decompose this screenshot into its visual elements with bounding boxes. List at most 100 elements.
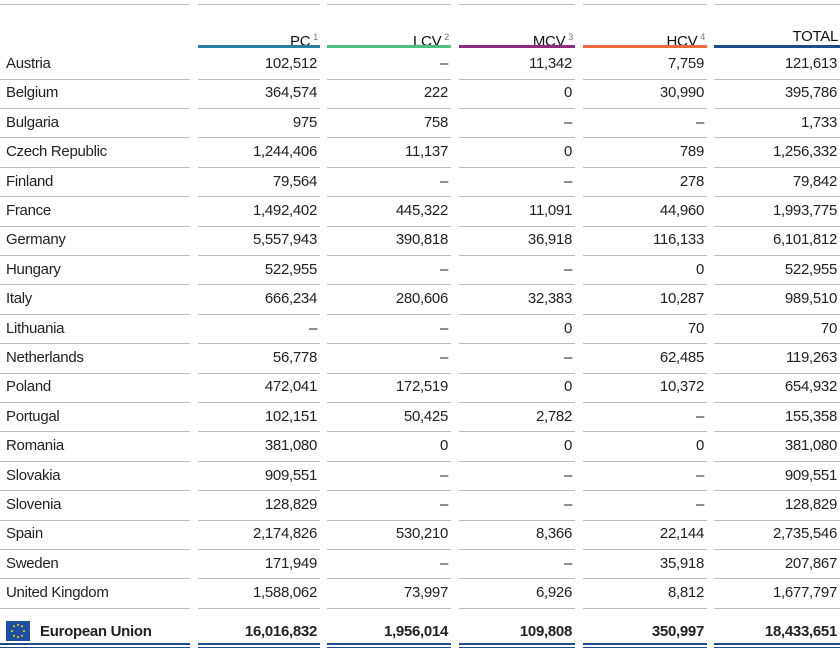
- value-cell: 0: [695, 437, 704, 455]
- row-rule: [327, 284, 451, 286]
- footer-rule: [714, 647, 840, 648]
- footer-rule: [198, 647, 320, 648]
- row-rule: [459, 548, 575, 550]
- column-header: LCV 2: [327, 27, 449, 50]
- value-cell: –: [563, 496, 572, 513]
- row-rule: [327, 607, 451, 609]
- value-cell: 909,551: [264, 466, 317, 484]
- row-rule: [714, 607, 840, 609]
- row-rule: [198, 607, 320, 609]
- row-rule: [0, 372, 190, 374]
- footer-rule: [327, 643, 451, 645]
- top-rule: [714, 4, 840, 5]
- row-rule: [714, 78, 840, 80]
- footer-rule: [327, 647, 451, 648]
- row-label: Lithuania: [6, 319, 65, 337]
- row-label: Bulgaria: [6, 113, 59, 131]
- value-cell: 121,613: [784, 55, 837, 72]
- row-rule: [0, 343, 190, 345]
- row-label: Sweden: [6, 554, 59, 572]
- row-rule: [714, 313, 840, 315]
- row-rule: [0, 490, 190, 492]
- row-rule: [198, 401, 320, 403]
- value-cell: 758: [423, 113, 448, 131]
- value-cell: 207,867: [784, 554, 837, 572]
- row-rule: [198, 490, 320, 492]
- row-rule: [459, 401, 575, 403]
- value-cell: –: [563, 554, 572, 572]
- value-cell: 0: [563, 143, 572, 161]
- value-cell: 155,358: [784, 407, 837, 425]
- column-header: TOTAL: [714, 27, 839, 47]
- row-rule: [327, 548, 451, 550]
- header-underline: [327, 45, 451, 48]
- value-cell: 128,829: [784, 496, 837, 513]
- row-label: Slovakia: [6, 466, 61, 484]
- row-rule: [583, 107, 707, 109]
- row-rule: [714, 548, 840, 550]
- value-cell: –: [439, 172, 448, 190]
- row-rule: [714, 372, 840, 374]
- value-cell: –: [439, 466, 448, 484]
- value-cell: 128,829: [264, 496, 317, 513]
- row-rule: [0, 137, 190, 139]
- value-cell: –: [439, 349, 448, 366]
- value-cell: 1,244,406: [252, 143, 317, 161]
- row-rule: [327, 137, 451, 139]
- value-cell: 364,574: [264, 84, 317, 102]
- row-rule: [327, 313, 451, 315]
- row-rule: [459, 196, 575, 198]
- value-cell: 522,955: [264, 260, 317, 278]
- value-cell: –: [563, 349, 572, 366]
- value-cell: 44,960: [659, 202, 704, 219]
- row-rule: [583, 78, 707, 80]
- row-label: United Kingdom: [6, 584, 109, 602]
- row-rule: [0, 313, 190, 315]
- value-cell: 116,133: [652, 231, 704, 249]
- value-cell: 530,210: [395, 525, 448, 543]
- row-rule: [0, 107, 190, 109]
- value-cell: –: [439, 554, 448, 572]
- value-cell: 1,492,402: [252, 202, 317, 219]
- value-cell: 172,519: [395, 378, 448, 396]
- row-rule: [714, 284, 840, 286]
- row-rule: [583, 401, 707, 403]
- value-cell: 350,997: [651, 623, 704, 640]
- row-rule: [714, 225, 840, 227]
- row-rule: [583, 343, 707, 345]
- row-rule: [583, 254, 707, 256]
- top-rule: [327, 4, 451, 5]
- row-rule: [327, 343, 451, 345]
- row-rule: [583, 196, 707, 198]
- row-rule: [198, 196, 320, 198]
- row-rule: [198, 137, 320, 139]
- row-rule: [327, 196, 451, 198]
- row-rule: [327, 166, 451, 168]
- value-cell: 789: [679, 143, 704, 161]
- row-rule: [714, 490, 840, 492]
- row-rule: [714, 519, 840, 521]
- row-rule: [714, 460, 840, 462]
- value-cell: –: [308, 319, 317, 337]
- row-rule: [583, 137, 707, 139]
- row-rule: [327, 401, 451, 403]
- column-header: PC 1: [198, 27, 318, 50]
- value-cell: 395,786: [784, 84, 837, 102]
- value-cell: –: [695, 496, 704, 513]
- row-rule: [0, 196, 190, 198]
- value-cell: 381,080: [264, 437, 317, 455]
- row-rule: [0, 578, 190, 580]
- value-cell: 119,263: [785, 349, 837, 366]
- column-header: HCV 4: [583, 27, 706, 50]
- value-cell: 5,557,943: [252, 231, 317, 249]
- row-rule: [198, 343, 320, 345]
- row-label: European Union: [40, 623, 152, 640]
- value-cell: 16,016,832: [244, 623, 317, 640]
- row-rule: [327, 78, 451, 80]
- row-label: Hungary: [6, 260, 61, 278]
- row-rule: [459, 519, 575, 521]
- row-rule: [327, 372, 451, 374]
- value-cell: 18,433,651: [764, 623, 837, 640]
- row-rule: [327, 431, 451, 433]
